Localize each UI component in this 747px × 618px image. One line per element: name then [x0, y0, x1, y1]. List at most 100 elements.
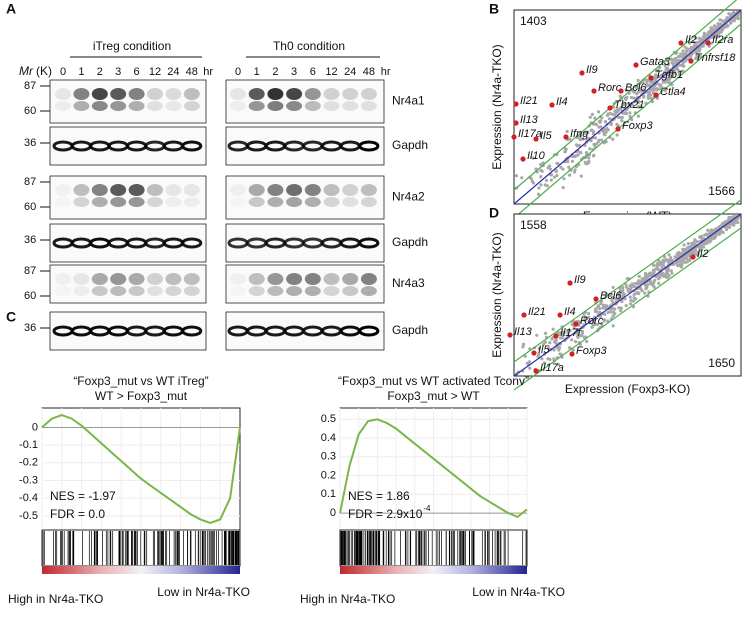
panel-label: C: [6, 309, 16, 325]
time-label: 1: [254, 66, 260, 78]
band: [286, 184, 303, 196]
band: [286, 88, 303, 100]
scatter-point: [656, 68, 660, 72]
scatter-point: [609, 122, 614, 126]
band: [342, 197, 359, 207]
gene-label: Il2: [697, 248, 709, 260]
scatter-point: [541, 161, 545, 165]
scatter-point: [578, 134, 582, 138]
scatter-point: [555, 173, 559, 178]
scatter-point: [624, 88, 628, 92]
scatter-point: [566, 329, 570, 333]
scatter-point: [621, 293, 625, 297]
gene-label: Il4: [564, 306, 576, 318]
gene-label: Rorc: [580, 315, 604, 327]
scatter-point: [620, 119, 624, 123]
scatter-point: [611, 307, 615, 311]
scatter-point: [634, 297, 638, 301]
band: [342, 101, 359, 111]
scatter-point: [575, 144, 579, 148]
band: [147, 197, 163, 207]
scatter-point: [637, 292, 641, 296]
gene-point: [533, 136, 539, 142]
scatter-point: [628, 295, 632, 299]
scatter-point: [666, 267, 670, 271]
blot-label: Gapdh: [392, 235, 428, 249]
scatter-point: [646, 78, 650, 82]
scatter-point: [581, 137, 585, 141]
band: [267, 286, 284, 296]
scatter-point: [610, 298, 614, 303]
band: [358, 237, 380, 249]
scatter-point: [576, 332, 580, 336]
scatter-point: [550, 337, 554, 341]
scatter-point: [597, 125, 601, 129]
y-tick-label: -0.4: [19, 492, 38, 504]
band: [147, 273, 163, 285]
count-bottom: 1650: [708, 356, 735, 370]
band: [304, 101, 321, 111]
band: [55, 101, 71, 111]
band: [165, 286, 182, 296]
gene-point: [705, 40, 711, 46]
mw-marker: 36: [24, 322, 36, 334]
band: [165, 101, 182, 111]
scatter-point: [605, 126, 609, 130]
scatter-point: [637, 274, 641, 278]
y-tick-label: 0.1: [321, 488, 336, 500]
band: [128, 197, 145, 207]
band: [110, 286, 127, 296]
scatter-point: [660, 85, 664, 90]
scatter-point: [694, 41, 699, 45]
scatter-point: [665, 77, 669, 81]
scatter-point: [655, 87, 659, 91]
band: [91, 184, 108, 196]
scatter-point: [606, 310, 610, 314]
band: [267, 88, 284, 100]
scatter-point: [684, 49, 689, 54]
scatter-point: [717, 225, 722, 229]
scatter-point: [619, 309, 623, 313]
band: [165, 184, 182, 196]
scatter-point: [563, 150, 567, 154]
band: [73, 101, 90, 111]
scatter-point: [694, 51, 699, 55]
time-label: 3: [115, 66, 121, 78]
gene-point: [513, 101, 519, 107]
nes-text: NES = 1.86: [348, 489, 410, 503]
scatter-point: [727, 12, 731, 16]
time-label: 0: [60, 66, 66, 78]
blot: [225, 175, 385, 220]
scatter-point: [604, 130, 608, 134]
scatter-point: [691, 251, 696, 255]
scatter-point: [522, 342, 526, 346]
gene-label: Foxp3: [622, 120, 653, 132]
scatter-point: [718, 18, 722, 22]
scatter-point: [579, 174, 583, 178]
gene-label: Il21: [528, 306, 546, 318]
mw-marker: 60: [24, 105, 36, 117]
gene-label: Il9: [574, 274, 586, 286]
scatter-point: [603, 312, 607, 316]
scatter-point: [621, 103, 625, 107]
scatter-point: [655, 264, 659, 268]
high-label: High in Nr4a-TKO: [300, 592, 395, 606]
gene-label: Ifng: [570, 128, 589, 140]
scatter-point: [621, 285, 625, 289]
scatter-point: [561, 186, 565, 190]
scatter-point: [705, 239, 709, 243]
mw-marker: 87: [24, 265, 36, 277]
scatter-point: [663, 63, 667, 68]
scatter-point: [587, 315, 591, 319]
band: [267, 184, 284, 196]
time-label: 48: [186, 66, 198, 78]
gene-point: [531, 350, 537, 356]
scatter-point: [661, 79, 665, 83]
scatter-point: [589, 139, 593, 143]
band: [304, 286, 321, 296]
panel-label: B: [489, 1, 499, 17]
band: [55, 184, 71, 196]
scatter-point: [638, 282, 642, 286]
scatter-point: [615, 133, 619, 137]
scatter-point: [620, 290, 624, 294]
